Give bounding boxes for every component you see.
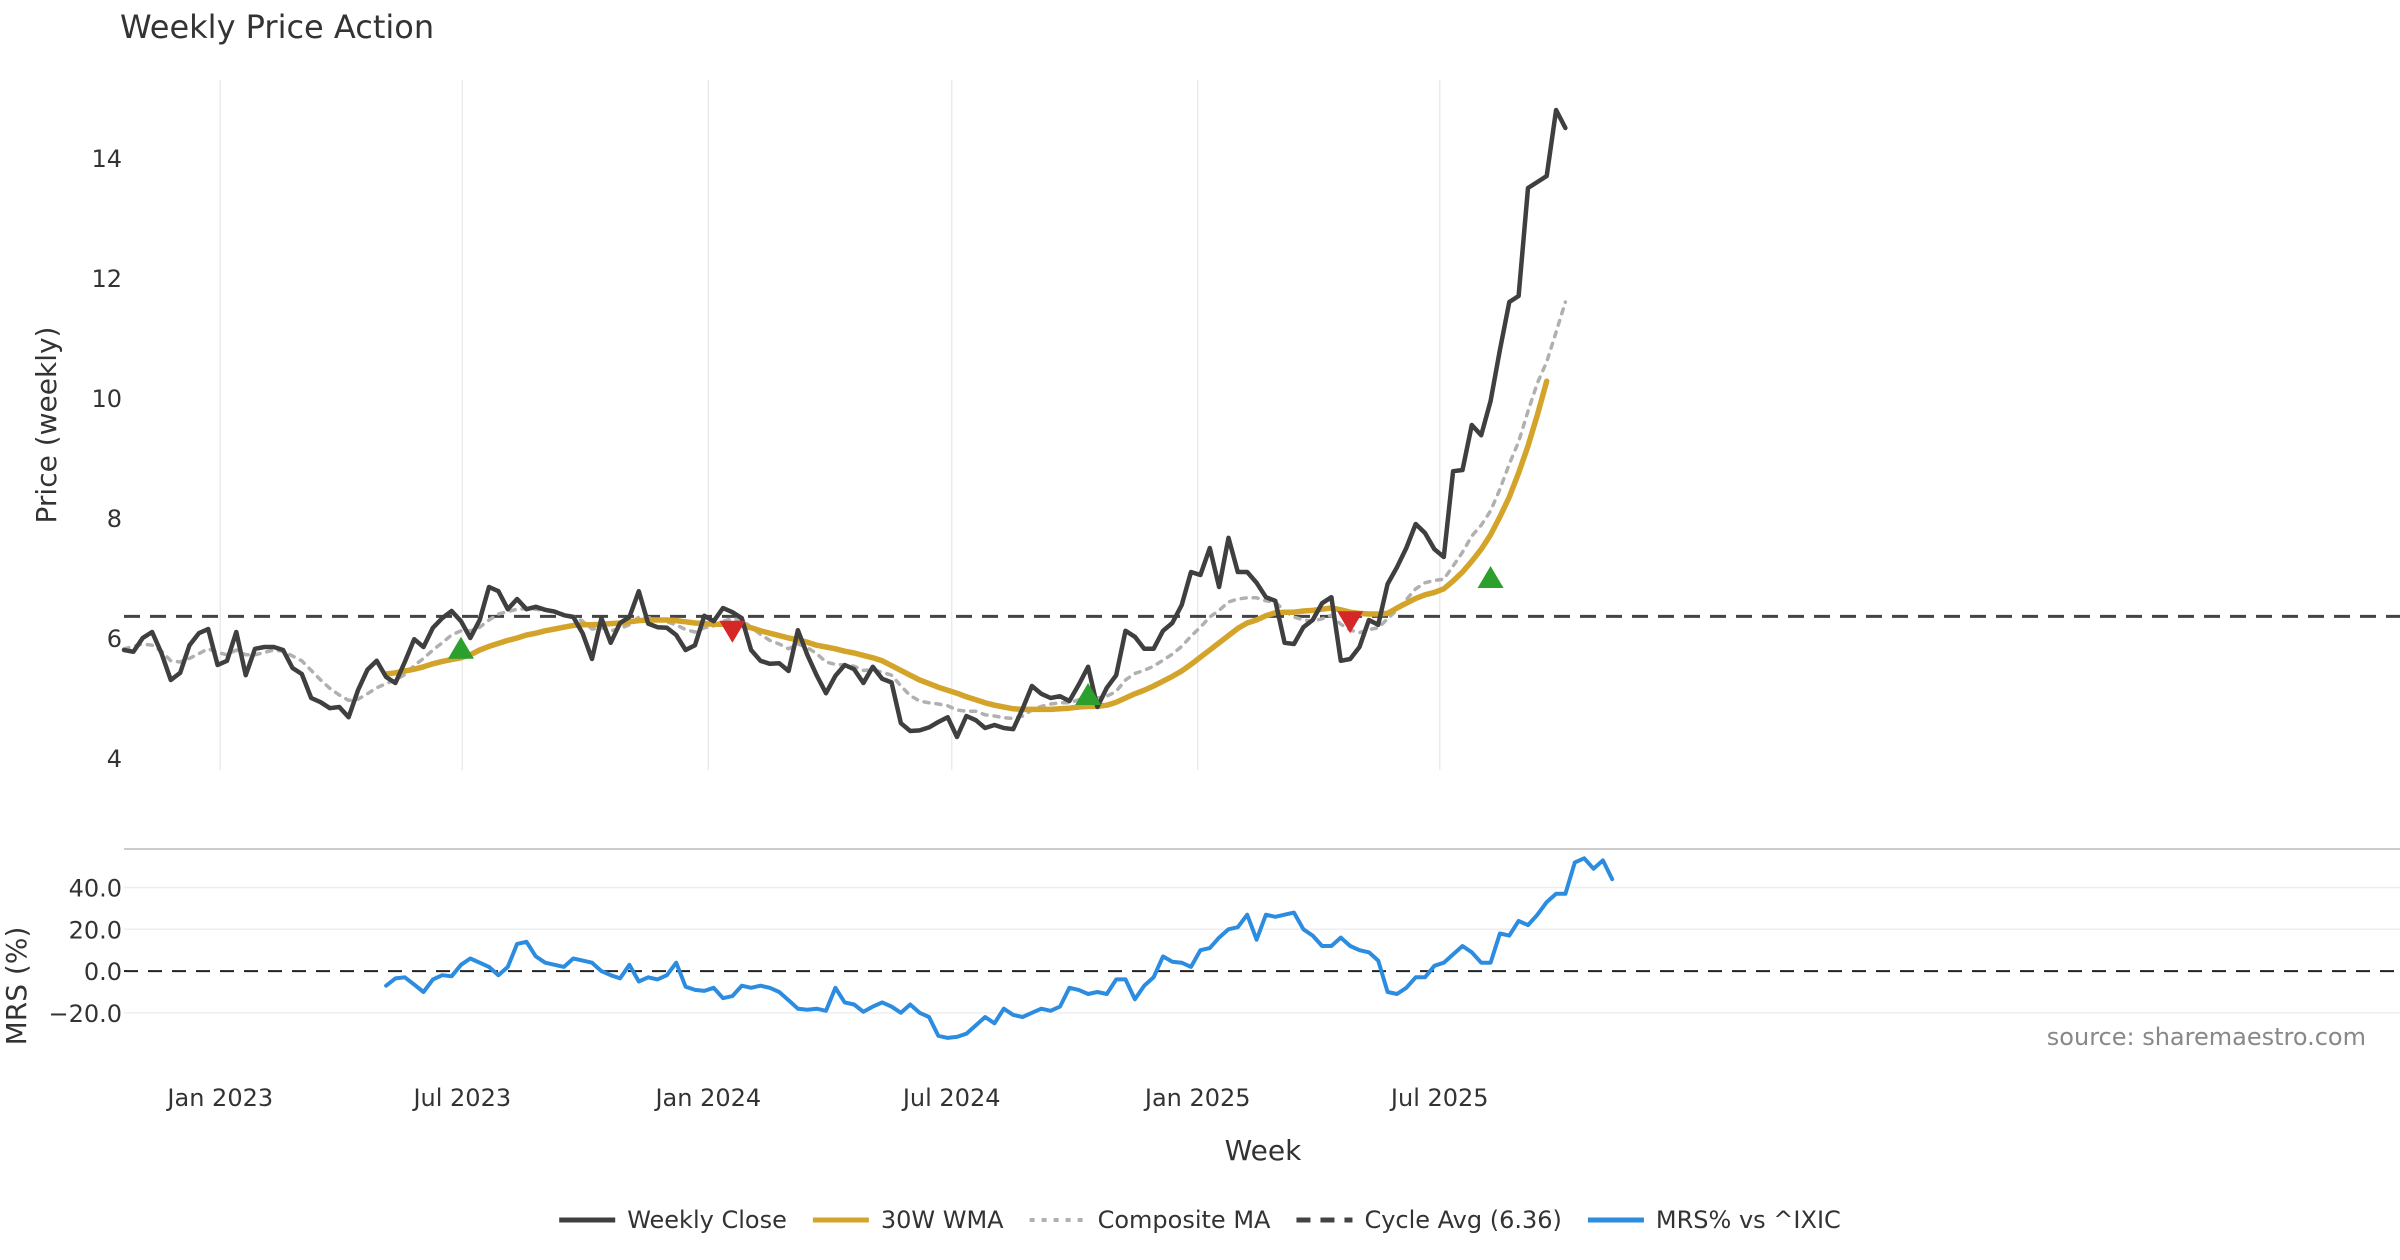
price-y-tick-label: 8 <box>107 505 122 533</box>
price-y-tick-label: 12 <box>91 265 122 293</box>
price-y-tick-label: 4 <box>107 745 122 773</box>
x-tick-label: Jan 2024 <box>653 1084 761 1112</box>
buy-signal-marker <box>1075 683 1102 705</box>
plot-layer: Jan 2023 Jul 2023 Jan 2024 Jul 2024 Jan 2025… <box>48 80 2400 1112</box>
mrs-line <box>384 856 1615 1040</box>
x-tick-label: Jan 2023 <box>165 1084 273 1112</box>
x-tick-label: Jul 2023 <box>411 1084 511 1112</box>
price-axis-label: Price (weekly) <box>30 327 63 524</box>
legend-label: Composite MA <box>1098 1206 1271 1234</box>
buy-signal-marker <box>1477 566 1504 588</box>
price-y-tick-label: 10 <box>91 385 122 413</box>
mrs-y-tick-label: −20.0 <box>48 1000 122 1028</box>
legend-label: MRS% vs ^IXIC <box>1656 1206 1841 1234</box>
price-y-tick-label: 14 <box>91 145 122 173</box>
sell-signal-marker <box>1337 611 1364 634</box>
weekly-close-line <box>121 107 1568 740</box>
price-y-tick-label: 6 <box>107 625 122 653</box>
mrs-axis-label: MRS (%) <box>0 927 33 1046</box>
x-tick-label: Jul 2024 <box>901 1084 1001 1112</box>
x-tick-label: Jul 2025 <box>1389 1084 1489 1112</box>
composite-ma-line <box>122 300 1568 721</box>
x-axis-label: Week <box>1225 1134 1302 1167</box>
wma-30w-line <box>383 378 1550 713</box>
mrs-y-tick-label: 20.0 <box>69 916 122 944</box>
chart-title: Weekly Price Action <box>120 8 434 46</box>
sell-signal-marker <box>719 620 746 643</box>
legend-label: Weekly Close <box>627 1206 787 1234</box>
legend: Weekly Close 30W WMA Composite MA Cycle Avg… <box>559 1206 1841 1234</box>
source-note: source: sharemaestro.com <box>2047 1023 2366 1051</box>
legend-label: Cycle Avg (6.36) <box>1364 1206 1561 1234</box>
legend-label: 30W WMA <box>881 1206 1004 1234</box>
x-tick-label: Jan 2025 <box>1143 1084 1251 1112</box>
mrs-y-tick-label: 0.0 <box>84 958 122 986</box>
mrs-y-tick-label: 40.0 <box>69 875 122 903</box>
buy-signal-marker <box>447 636 474 659</box>
